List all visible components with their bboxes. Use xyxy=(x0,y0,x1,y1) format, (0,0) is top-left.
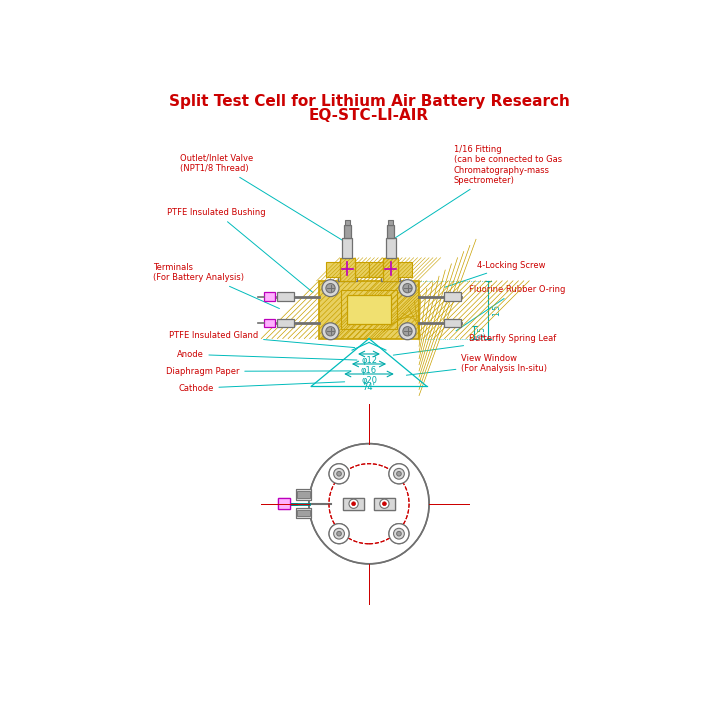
Circle shape xyxy=(329,464,349,484)
Circle shape xyxy=(394,469,405,480)
Circle shape xyxy=(394,469,405,480)
Bar xyxy=(297,510,310,516)
Bar xyxy=(343,238,353,258)
Circle shape xyxy=(382,502,387,505)
Circle shape xyxy=(379,499,389,508)
Bar xyxy=(385,238,395,258)
Text: View Window
(For Analysis In-situ): View Window (For Analysis In-situ) xyxy=(406,354,547,375)
Bar xyxy=(278,498,289,509)
Bar xyxy=(388,220,393,225)
Circle shape xyxy=(403,327,412,336)
Bar xyxy=(369,261,383,277)
Circle shape xyxy=(397,472,401,476)
Text: 0.5: 0.5 xyxy=(477,326,487,338)
Text: Diaphragm Paper: Diaphragm Paper xyxy=(166,366,351,376)
Text: 1/16 Fitting
(can be connected to Gas
Chromatography-mass
Spectrometer): 1/16 Fitting (can be connected to Gas Ch… xyxy=(388,145,562,243)
Circle shape xyxy=(337,531,341,536)
Circle shape xyxy=(382,502,387,505)
Bar xyxy=(374,498,395,510)
Circle shape xyxy=(337,472,341,476)
Bar xyxy=(444,292,462,301)
Bar xyxy=(343,498,364,510)
Circle shape xyxy=(399,323,416,340)
Circle shape xyxy=(333,469,344,480)
Circle shape xyxy=(389,464,409,484)
Text: 74': 74' xyxy=(363,383,375,392)
Text: PTFE Insulated Bushing: PTFE Insulated Bushing xyxy=(167,208,313,292)
Circle shape xyxy=(329,523,349,544)
Text: 4-Locking Screw: 4-Locking Screw xyxy=(445,261,545,287)
Circle shape xyxy=(394,528,405,539)
Bar xyxy=(276,318,294,327)
Circle shape xyxy=(394,528,405,539)
Circle shape xyxy=(349,499,359,508)
Circle shape xyxy=(329,523,349,544)
Text: PTFE Insulated Gland: PTFE Insulated Gland xyxy=(168,330,355,348)
Bar xyxy=(382,276,400,281)
Text: Anode: Anode xyxy=(176,350,357,360)
Bar xyxy=(296,508,311,518)
Text: Terminals
(For Battery Analysis): Terminals (For Battery Analysis) xyxy=(153,263,279,309)
Circle shape xyxy=(397,531,401,536)
Bar xyxy=(296,489,311,500)
Bar xyxy=(398,261,412,277)
Text: Butterfly Spring Leaf: Butterfly Spring Leaf xyxy=(393,335,557,355)
Text: Fluorine Rubber O-ring: Fluorine Rubber O-ring xyxy=(456,285,565,331)
Circle shape xyxy=(322,323,339,340)
Bar xyxy=(343,498,364,510)
Text: φ20: φ20 xyxy=(361,376,377,384)
Text: 1.5: 1.5 xyxy=(492,304,501,315)
Bar xyxy=(383,258,398,281)
Circle shape xyxy=(309,444,429,564)
Bar xyxy=(355,261,369,277)
Circle shape xyxy=(310,444,428,563)
Bar xyxy=(444,318,462,327)
Bar xyxy=(276,292,294,301)
Bar xyxy=(341,290,397,329)
Circle shape xyxy=(389,523,409,544)
Circle shape xyxy=(403,284,412,293)
Text: Cathode: Cathode xyxy=(178,382,345,392)
Circle shape xyxy=(322,279,339,297)
Text: EQ-STC-LI-AIR: EQ-STC-LI-AIR xyxy=(309,108,429,123)
Circle shape xyxy=(397,531,401,536)
Bar xyxy=(296,489,311,500)
Circle shape xyxy=(351,502,356,505)
Text: φ12: φ12 xyxy=(361,356,377,364)
Circle shape xyxy=(389,464,409,484)
Bar xyxy=(296,508,311,518)
Bar xyxy=(297,492,310,498)
Circle shape xyxy=(333,469,344,480)
Circle shape xyxy=(389,523,409,544)
Bar xyxy=(278,498,289,509)
Bar xyxy=(345,220,350,225)
Text: Outlet/Inlet Valve
(NPT1/8 Thread): Outlet/Inlet Valve (NPT1/8 Thread) xyxy=(180,153,350,245)
Circle shape xyxy=(349,499,359,508)
Circle shape xyxy=(379,499,389,508)
Bar xyxy=(319,281,419,338)
Bar xyxy=(344,225,351,238)
Bar xyxy=(374,498,395,510)
Circle shape xyxy=(351,502,356,505)
Bar xyxy=(387,225,394,238)
Bar xyxy=(340,258,355,281)
Bar xyxy=(297,492,310,498)
Circle shape xyxy=(399,279,416,297)
Bar xyxy=(346,295,392,324)
Text: Split Test Cell for Lithium Air Battery Research: Split Test Cell for Lithium Air Battery … xyxy=(168,94,570,109)
Circle shape xyxy=(337,472,341,476)
Bar xyxy=(338,276,356,281)
Circle shape xyxy=(329,464,349,484)
Circle shape xyxy=(337,531,341,536)
Circle shape xyxy=(333,528,344,539)
Circle shape xyxy=(397,472,401,476)
Circle shape xyxy=(326,327,335,336)
Text: φ16: φ16 xyxy=(361,366,377,374)
Circle shape xyxy=(326,284,335,293)
Bar xyxy=(264,292,275,301)
Bar xyxy=(326,261,340,277)
Bar xyxy=(264,318,275,327)
Circle shape xyxy=(333,528,344,539)
Bar xyxy=(297,510,310,516)
